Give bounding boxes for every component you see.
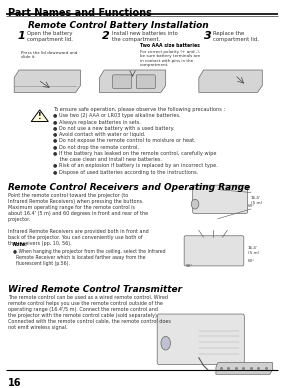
Text: Remote Control Battery Installation: Remote Control Battery Installation (28, 21, 209, 30)
Text: 16.4'
(5 m): 16.4' (5 m) (248, 246, 259, 255)
Text: Press the lid downward and
slide it.: Press the lid downward and slide it. (21, 50, 77, 59)
Text: 2: 2 (102, 31, 110, 41)
Text: 60°: 60° (248, 259, 255, 263)
Polygon shape (216, 363, 273, 374)
FancyBboxPatch shape (113, 75, 132, 88)
Text: Replace the
compartment lid.: Replace the compartment lid. (213, 31, 259, 42)
Polygon shape (14, 70, 80, 92)
Text: To ensure safe operation, please observe the following precautions :
● Use two (: To ensure safe operation, please observe… (53, 107, 225, 175)
Text: ● When hanging the projector from the ceiling, select the Infrared
  Remote Rece: ● When hanging the projector from the ce… (13, 249, 166, 266)
Text: Wired Remote Control Transmitter: Wired Remote Control Transmitter (8, 285, 182, 294)
Text: Remote Control Receivers and Operating Range: Remote Control Receivers and Operating R… (8, 183, 250, 192)
FancyBboxPatch shape (157, 314, 244, 365)
FancyBboxPatch shape (184, 236, 244, 266)
Text: 16.4'
(5 m): 16.4' (5 m) (251, 196, 262, 205)
Polygon shape (199, 70, 262, 92)
FancyBboxPatch shape (136, 75, 155, 88)
Text: Install new batteries into
the compartment.: Install new batteries into the compartme… (112, 31, 178, 42)
Polygon shape (99, 70, 166, 92)
Text: Open the battery
compartment lid.: Open the battery compartment lid. (26, 31, 72, 42)
FancyBboxPatch shape (193, 185, 247, 213)
Text: For correct polarity (+ and -),
be sure battery terminals are
in contact with pi: For correct polarity (+ and -), be sure … (140, 50, 200, 68)
Text: The remote control can be used as a wired remote control. Wired
remote control h: The remote control can be used as a wire… (8, 294, 170, 330)
Text: 1: 1 (17, 31, 25, 41)
Text: !: ! (38, 112, 42, 121)
Text: 90°: 90° (186, 265, 193, 268)
Ellipse shape (191, 199, 199, 209)
Polygon shape (31, 110, 48, 121)
Text: Part Names and Functions: Part Names and Functions (8, 8, 152, 18)
Text: 60°: 60° (248, 204, 255, 208)
Ellipse shape (161, 336, 170, 350)
Text: Two AAA size batteries: Two AAA size batteries (140, 43, 200, 48)
Text: 16: 16 (8, 378, 21, 388)
Text: 3: 3 (204, 31, 211, 41)
Text: Point the remote control toward the projector (to
Infrared Remote Receivers) whe: Point the remote control toward the proj… (8, 192, 148, 246)
Text: Note:: Note: (13, 242, 28, 247)
